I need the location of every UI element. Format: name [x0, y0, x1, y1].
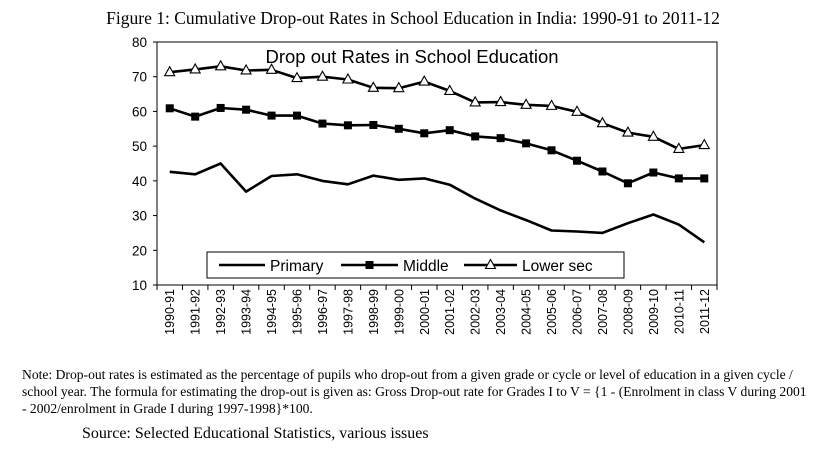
x-tick-label: 1992-93 [214, 289, 228, 335]
y-axis: 10 20 30 40 50 60 70 80 [132, 35, 157, 293]
y-tick-label: 80 [132, 35, 147, 50]
x-tick-label: 1993-94 [240, 289, 254, 335]
series-line-lower-sec [169, 65, 705, 151]
triangle-marker [392, 81, 405, 93]
square-marker [445, 126, 454, 135]
y-tick-label: 60 [132, 104, 147, 119]
x-tick-label: 2011-12 [698, 289, 712, 334]
triangle-marker [698, 138, 711, 150]
x-tick-label: 1990-91 [163, 289, 177, 335]
triangle-marker [596, 116, 609, 128]
square-marker [216, 103, 225, 112]
legend-label-lower-sec: Lower sec [522, 258, 593, 275]
square-marker [369, 120, 378, 129]
triangle-marker [341, 72, 354, 84]
triangle-marker [469, 95, 482, 107]
y-tick-label: 20 [132, 243, 147, 258]
triangle-marker [520, 98, 533, 109]
square-marker [343, 121, 352, 130]
x-tick-label: 1997-98 [341, 289, 355, 335]
triangle-marker [367, 81, 380, 92]
square-marker [242, 105, 251, 114]
square-marker [165, 104, 174, 113]
triangle-marker [265, 63, 278, 74]
y-tick-label: 30 [132, 209, 147, 224]
triangle-marker [240, 63, 253, 75]
x-tick-label: 2001-02 [443, 289, 457, 335]
x-tick-label: 2007-08 [596, 289, 610, 335]
triangle-marker [163, 65, 176, 77]
y-tick-label: 50 [132, 139, 147, 154]
square-marker [649, 168, 658, 177]
y-tick-label: 70 [132, 70, 147, 85]
y-tick-label: 10 [132, 278, 147, 293]
series-layer [163, 59, 711, 244]
legend-box [206, 251, 625, 279]
x-tick-label: 2010-11 [672, 289, 686, 334]
square-marker [547, 146, 556, 155]
x-tick-label: 1998-99 [367, 289, 381, 335]
square-marker [598, 167, 607, 176]
triangle-marker [621, 125, 634, 137]
square-marker [623, 179, 632, 188]
triangle-marker [571, 105, 583, 116]
line-chart: Drop out Rates in School Education 10 20 3… [132, 35, 718, 335]
note-text: Note: Drop-out rates is estimated as the… [22, 367, 807, 416]
square-marker [394, 124, 403, 133]
x-tick-label: 2003-04 [494, 289, 508, 335]
x-tick-label: 2009-10 [647, 289, 661, 335]
square-marker [522, 139, 531, 148]
triangle-marker [484, 258, 497, 270]
x-tick-label: 1994-95 [265, 289, 279, 335]
x-tick-label: 1995-96 [291, 289, 305, 335]
figure-title: Figure 1: Cumulative Drop-out Rates in S… [106, 8, 720, 28]
square-marker [318, 119, 327, 128]
triangle-marker [418, 74, 431, 86]
x-axis: 1990-91 1991-92 1992-93 1993-94 1994-95 1995-… [156, 285, 718, 335]
triangle-marker [545, 99, 558, 110]
triangle-marker [316, 70, 329, 81]
square-marker [191, 112, 200, 121]
square-marker [496, 134, 505, 143]
x-tick-label: 2002-03 [469, 289, 483, 335]
triangle-marker [494, 95, 507, 107]
legend-label-middle: Middle [403, 258, 449, 275]
x-tick-label: 2000-01 [418, 289, 432, 335]
square-marker [365, 261, 374, 269]
x-tick-label: 2006-07 [571, 289, 585, 335]
legend-label-primary: Primary [270, 258, 324, 275]
square-marker [471, 132, 480, 141]
x-tick-label: 1996-97 [316, 289, 330, 335]
series-line-middle [169, 106, 705, 185]
series-line-primary [169, 162, 706, 244]
x-tick-label: 1991-92 [189, 289, 203, 335]
triangle-marker [214, 59, 227, 71]
triangle-marker [443, 84, 456, 95]
chart-title: Drop out Rates in School Education [265, 46, 558, 67]
triangle-marker [291, 71, 303, 83]
square-marker [700, 174, 709, 183]
square-marker [293, 111, 301, 120]
triangle-marker [647, 130, 660, 141]
legend: Primary Middle Lower sec [206, 251, 625, 279]
x-tick-label: 1999-00 [392, 289, 406, 335]
square-marker [674, 174, 683, 183]
triangle-marker [189, 62, 202, 74]
x-tick-label: 2004-05 [520, 289, 534, 335]
plot-frame [156, 41, 718, 286]
square-marker [267, 111, 276, 120]
y-tick-label: 40 [132, 174, 147, 189]
x-tick-label: 2005-06 [545, 289, 559, 335]
x-tick-label: 2008-09 [621, 289, 635, 335]
triangle-marker [672, 142, 685, 153]
source-text: Source: Selected Educational Statistics,… [82, 425, 429, 442]
square-marker [573, 156, 581, 165]
square-marker [420, 129, 429, 138]
